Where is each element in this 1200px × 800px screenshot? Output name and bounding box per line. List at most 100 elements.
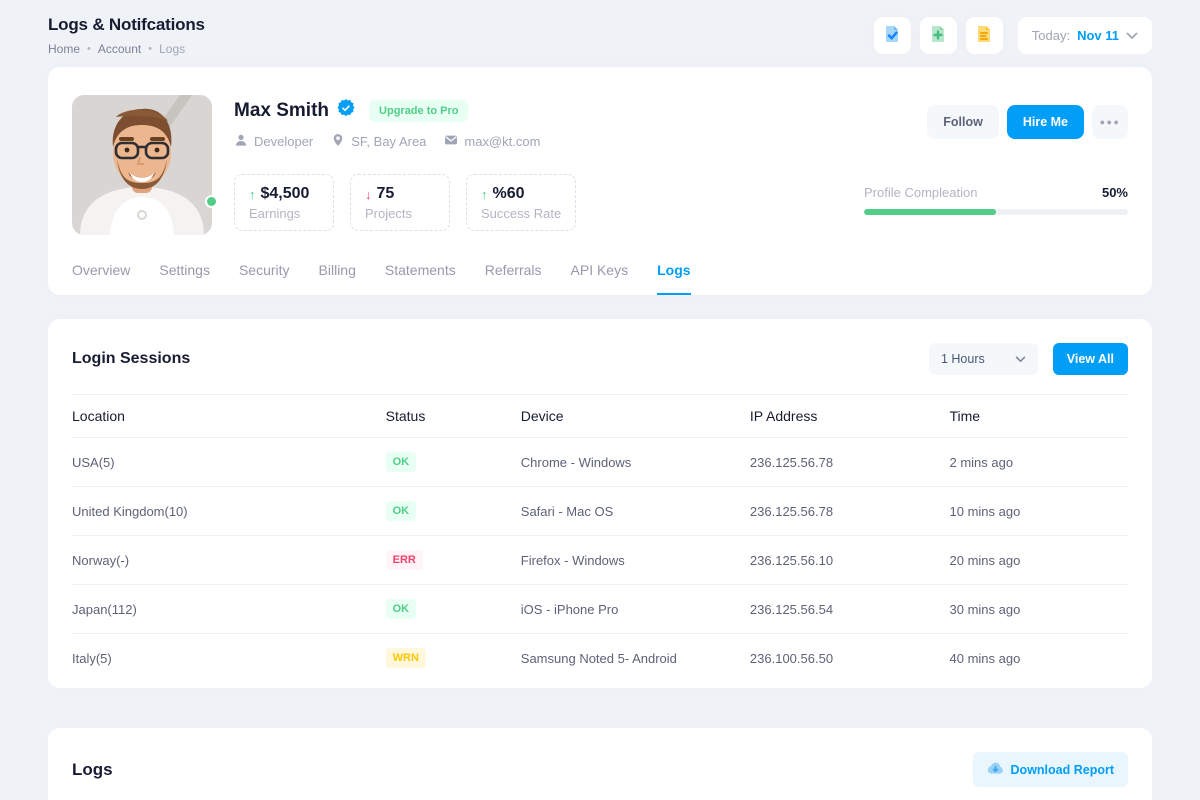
status-badge: OK xyxy=(385,501,417,521)
breadcrumb-separator: • xyxy=(87,42,91,55)
progress-percent: 50% xyxy=(1101,185,1128,200)
cell-device: Firefox - Windows xyxy=(520,535,750,585)
progress-label: Profile Compleation xyxy=(864,185,978,200)
view-all-button[interactable]: View All xyxy=(1052,343,1128,375)
profile-completion: Profile Compleation 50% xyxy=(864,185,1128,215)
stat-value: %60 xyxy=(492,185,525,202)
cell-time: 30 mins ago xyxy=(949,584,1128,634)
tab-settings[interactable]: Settings xyxy=(159,262,210,278)
stat-label: Earnings xyxy=(249,206,301,221)
meta-email: max@kt.com xyxy=(444,133,540,150)
topbar-actions: Today: Nov 11 xyxy=(873,17,1152,54)
cell-location: Japan(112) xyxy=(72,584,386,634)
cell-time: 2 mins ago xyxy=(949,437,1128,487)
login-sessions-table: Location Status Device IP Address Time U… xyxy=(72,394,1128,682)
cloud-download-icon xyxy=(987,761,1004,778)
cell-ip: 236.125.56.78 xyxy=(749,437,950,487)
meta-location: SF, Bay Area xyxy=(331,133,426,150)
stat-success-rate: ↑ %60 Success Rate xyxy=(466,174,577,231)
chevron-down-icon xyxy=(1126,28,1138,43)
breadcrumb-logs: Logs xyxy=(159,42,186,56)
tab-api-keys[interactable]: API Keys xyxy=(570,262,629,278)
selected-date: Nov 11 xyxy=(1077,28,1119,43)
title-block: Logs & Notifcations Home • Account • Log… xyxy=(48,15,205,56)
cell-location: United Kingdom(10) xyxy=(72,486,386,536)
table-row: Norway(-) ERR Firefox - Windows 236.125.… xyxy=(72,535,1128,585)
profile-tabs: Overview Settings Security Billing State… xyxy=(72,262,1128,295)
meta-email-label: max@kt.com xyxy=(464,134,541,149)
page-title: Logs & Notifcations xyxy=(48,15,205,34)
profile-name: Max Smith xyxy=(234,99,330,121)
file-plus-button[interactable] xyxy=(919,17,957,54)
stat-earnings: ↑ $4,500 Earnings xyxy=(234,174,334,231)
file-check-button[interactable] xyxy=(873,17,911,54)
stat-value: 75 xyxy=(376,185,395,202)
profile-stats: ↑ $4,500 Earnings ↓ 75 Projects xyxy=(234,174,864,231)
cell-device: Safari - Mac OS xyxy=(520,486,750,536)
tab-security[interactable]: Security xyxy=(238,262,290,278)
cell-device: Samsung Noted 5- Android xyxy=(520,650,677,666)
login-sessions-card: Login Sessions 1 Hours View All Location… xyxy=(48,319,1152,688)
file-lines-button[interactable] xyxy=(965,17,1003,54)
meta-role: Developer xyxy=(234,133,313,150)
avatar-image xyxy=(72,95,212,235)
cell-location: Italy(5) xyxy=(72,650,112,666)
date-selector[interactable]: Today: Nov 11 xyxy=(1017,17,1152,54)
download-report-button[interactable]: Download Report xyxy=(972,752,1128,787)
progress-bar-fill xyxy=(864,209,996,215)
user-icon xyxy=(234,133,248,150)
profile-meta: Developer SF, Bay Area max@kt.com xyxy=(234,133,864,150)
tab-statements[interactable]: Statements xyxy=(384,262,456,278)
file-plus-icon xyxy=(928,24,948,47)
verified-badge-icon xyxy=(337,99,355,122)
breadcrumb-account[interactable]: Account xyxy=(97,42,142,56)
cell-time: 20 mins ago xyxy=(949,535,1128,585)
online-status-dot xyxy=(205,195,218,208)
profile-card: Max Smith Upgrade to Pro Developer SF, B… xyxy=(48,67,1152,295)
cell-location: Norway(-) xyxy=(72,535,386,585)
profile-info: Max Smith Upgrade to Pro Developer SF, B… xyxy=(234,95,864,235)
hire-me-button[interactable]: Hire Me xyxy=(1006,105,1084,139)
table-row: USA(5) OK Chrome - Windows 236.125.56.78… xyxy=(72,437,1128,487)
stat-value: $4,500 xyxy=(260,185,310,202)
logs-card: Logs Download Report 500 ERR POST /v1/in… xyxy=(48,728,1152,800)
tab-billing[interactable]: Billing xyxy=(318,262,356,278)
table-row: United Kingdom(10) OK Safari - Mac OS 23… xyxy=(72,486,1128,536)
cell-ip: 236.100.56.50 xyxy=(749,650,834,666)
arrow-up-icon: ↑ xyxy=(249,186,256,202)
tab-logs[interactable]: Logs xyxy=(657,262,691,295)
download-report-label: Download Report xyxy=(1010,762,1114,777)
logs-title: Logs xyxy=(72,759,113,779)
arrow-down-icon: ↓ xyxy=(365,186,372,202)
cell-time: 40 mins ago xyxy=(949,650,1021,666)
column-ip-address: IP Address xyxy=(749,394,950,438)
table-row: Italy(5) WRN Samsung Noted 5- Android 23… xyxy=(72,634,1128,683)
file-lines-icon xyxy=(974,24,994,47)
tab-referrals[interactable]: Referrals xyxy=(484,262,542,278)
status-badge: ERR xyxy=(385,550,423,570)
cell-device: iOS - iPhone Pro xyxy=(520,584,750,634)
today-label: Today: xyxy=(1031,28,1071,43)
breadcrumb-home[interactable]: Home xyxy=(48,42,81,56)
arrow-up-icon: ↑ xyxy=(481,186,488,202)
status-badge: OK xyxy=(385,599,417,619)
table-header-row: Location Status Device IP Address Time xyxy=(72,394,1128,438)
status-badge: OK xyxy=(385,452,417,472)
pin-icon xyxy=(331,133,345,150)
cell-location: USA(5) xyxy=(72,437,386,487)
tab-overview[interactable]: Overview xyxy=(72,262,131,278)
upgrade-to-pro-badge[interactable]: Upgrade to Pro xyxy=(369,99,469,122)
avatar xyxy=(72,95,218,235)
hours-filter-select[interactable]: 1 Hours xyxy=(928,343,1038,375)
progress-bar xyxy=(864,209,1128,215)
follow-button[interactable]: Follow xyxy=(927,105,999,139)
more-options-button[interactable]: ●●● xyxy=(1092,105,1128,139)
column-time: Time xyxy=(949,394,1128,438)
stat-projects: ↓ 75 Projects xyxy=(350,174,450,231)
meta-role-label: Developer xyxy=(254,134,314,149)
topbar: Logs & Notifcations Home • Account • Log… xyxy=(0,0,1200,67)
table-row: Japan(112) OK iOS - iPhone Pro 236.125.5… xyxy=(72,584,1128,634)
login-sessions-title: Login Sessions xyxy=(72,350,191,367)
mail-icon xyxy=(444,133,458,150)
